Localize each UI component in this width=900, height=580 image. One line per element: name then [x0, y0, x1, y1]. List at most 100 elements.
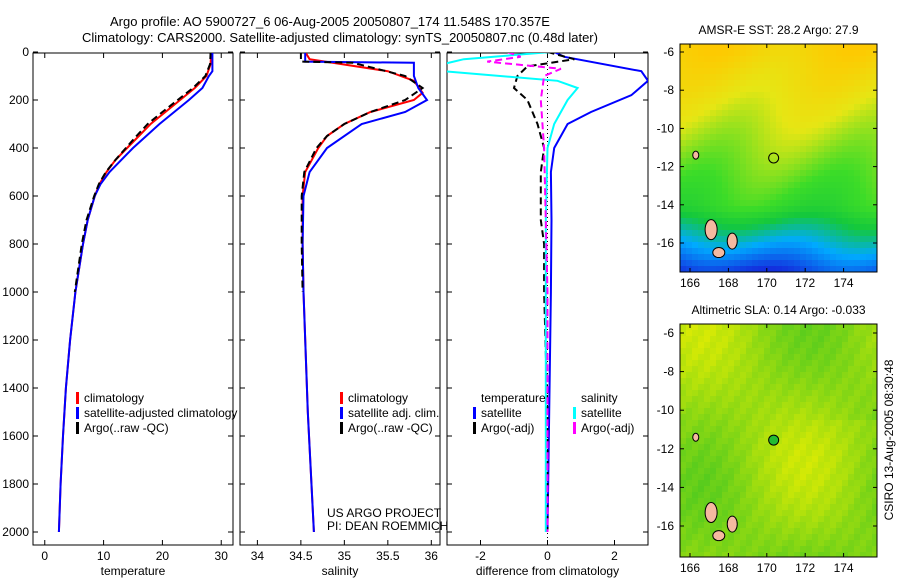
- map-cell: [818, 348, 824, 354]
- map-cell: [680, 230, 686, 236]
- map-cell: [824, 188, 830, 194]
- map-cell: [836, 372, 842, 378]
- map-cell: [686, 74, 692, 80]
- map-cell: [692, 122, 698, 128]
- map-cell: [686, 552, 692, 557]
- map-cell: [686, 146, 692, 152]
- map-cell: [770, 80, 776, 86]
- map-cell: [704, 396, 710, 402]
- map-cell: [872, 432, 877, 438]
- map-cell: [752, 200, 758, 206]
- map-cell: [848, 492, 854, 498]
- map-cell: [782, 528, 788, 534]
- map-cell: [800, 528, 806, 534]
- map-cell: [770, 378, 776, 384]
- map-cell: [740, 170, 746, 176]
- map-cell: [842, 50, 848, 56]
- map-cell: [734, 98, 740, 104]
- map-cell: [764, 254, 770, 260]
- map-cell: [872, 56, 877, 62]
- map-cell: [872, 230, 877, 236]
- map-cell: [704, 390, 710, 396]
- map-cell: [854, 152, 860, 158]
- map-cell: [824, 116, 830, 122]
- map-cell: [824, 534, 830, 540]
- map-cell: [866, 254, 872, 260]
- map-cell: [752, 44, 758, 50]
- map-cell: [872, 248, 877, 254]
- map-cell: [752, 206, 758, 212]
- map-cell: [776, 408, 782, 414]
- map-cell: [848, 182, 854, 188]
- map-cell: [836, 68, 842, 74]
- map-cell: [860, 486, 866, 492]
- map-cell: [800, 492, 806, 498]
- map-cell: [806, 224, 812, 230]
- map-cell: [704, 420, 710, 426]
- map-cell: [854, 122, 860, 128]
- map-cell: [872, 104, 877, 110]
- map-cell: [782, 342, 788, 348]
- map-cell: [794, 86, 800, 92]
- map-cell: [764, 450, 770, 456]
- map-cell: [692, 336, 698, 342]
- map-cell: [740, 498, 746, 504]
- map-cell: [734, 462, 740, 468]
- map-cell: [686, 420, 692, 426]
- map-cell: [704, 236, 710, 242]
- map-cell: [764, 504, 770, 510]
- map-cell: [734, 230, 740, 236]
- map-cell: [812, 390, 818, 396]
- map-cell: [830, 116, 836, 122]
- map-cell: [782, 426, 788, 432]
- map-cell: [806, 44, 812, 50]
- map-cell: [734, 336, 740, 342]
- map-cell: [776, 134, 782, 140]
- map-cell: [704, 116, 710, 122]
- map-cell: [794, 146, 800, 152]
- map-cell: [830, 122, 836, 128]
- map-cell: [740, 366, 746, 372]
- map-cell: [764, 68, 770, 74]
- map-cell: [728, 426, 734, 432]
- map-cell: [752, 128, 758, 134]
- map-cell: [806, 324, 812, 330]
- map-cell: [872, 44, 877, 50]
- map-cell: [776, 74, 782, 80]
- map-cell: [848, 462, 854, 468]
- map-cell: [692, 420, 698, 426]
- map-cell: [698, 336, 704, 342]
- map-cell: [866, 176, 872, 182]
- map-cell: [704, 372, 710, 378]
- map-cell: [866, 480, 872, 486]
- map-cell: [830, 408, 836, 414]
- map-cell: [800, 74, 806, 80]
- map-cell: [740, 242, 746, 248]
- map-cell: [734, 248, 740, 254]
- map-cell: [746, 44, 752, 50]
- map-cell: [728, 80, 734, 86]
- map-cell: [692, 44, 698, 50]
- map-cell: [698, 408, 704, 414]
- map-cell: [782, 176, 788, 182]
- map-cell: [704, 68, 710, 74]
- map-cell: [704, 152, 710, 158]
- map-cell: [836, 242, 842, 248]
- map-cell: [728, 456, 734, 462]
- map-cell: [800, 116, 806, 122]
- map-cell: [692, 498, 698, 504]
- map-cell: [710, 324, 716, 330]
- map-cell: [800, 534, 806, 540]
- map-cell: [794, 56, 800, 62]
- map-cell: [830, 92, 836, 98]
- map-cell: [860, 218, 866, 224]
- map-cell: [752, 50, 758, 56]
- map-cell: [740, 164, 746, 170]
- map-cell: [716, 516, 722, 522]
- map-cell: [740, 414, 746, 420]
- map-cell: [776, 146, 782, 152]
- map-cell: [872, 68, 877, 74]
- map-cell: [722, 516, 728, 522]
- map-cell: [788, 468, 794, 474]
- map-cell: [716, 56, 722, 62]
